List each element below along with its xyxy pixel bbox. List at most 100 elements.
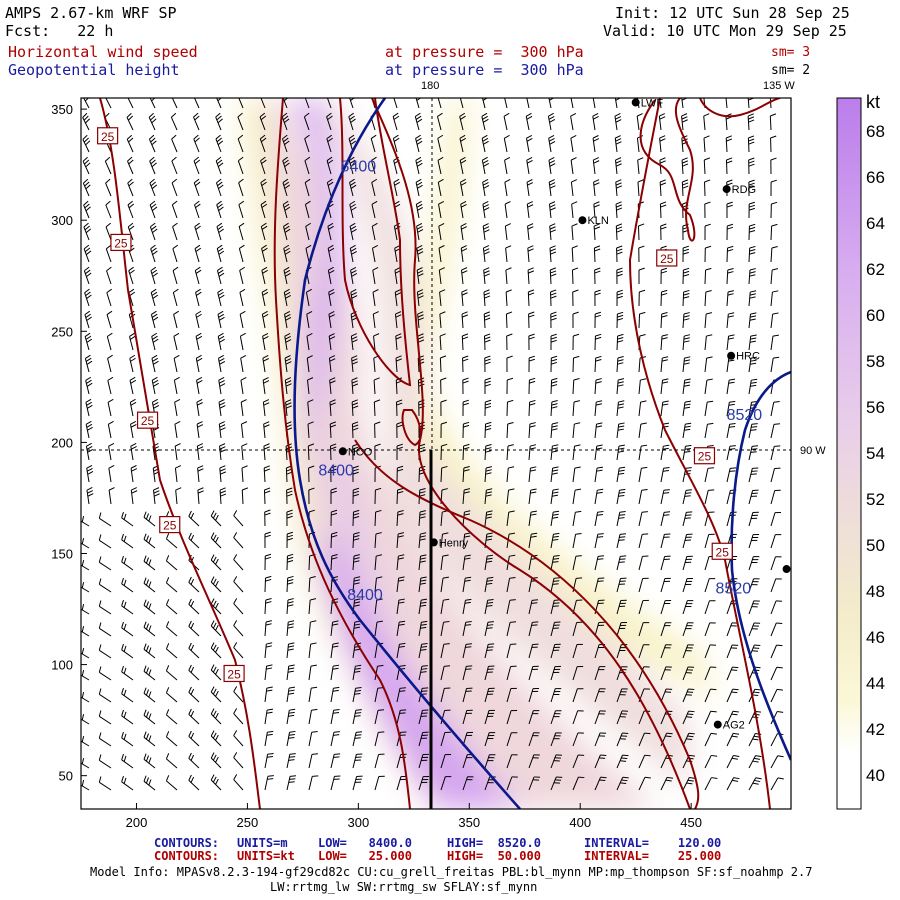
wind-barb [307, 377, 314, 395]
wind-barb [127, 222, 135, 241]
wind-barb [392, 134, 400, 153]
wind-barb [371, 222, 378, 241]
wind-barb [550, 710, 562, 725]
wind-barb [108, 465, 115, 483]
station-dot-henry [429, 538, 438, 547]
wind-barb [550, 377, 558, 395]
wind-barb [548, 179, 556, 197]
wind-barb [616, 754, 629, 769]
wind-barb [105, 244, 112, 263]
wind-barb [682, 600, 694, 615]
station-label-kln: KLN [587, 215, 608, 227]
wind-barb [594, 710, 606, 725]
wind-barb [748, 467, 759, 483]
wind-barb [129, 354, 136, 373]
wind-barb [219, 487, 227, 505]
wind-barb [616, 488, 626, 505]
wind-barb [215, 134, 224, 153]
wind-barb [330, 531, 338, 549]
wind-barb [210, 642, 222, 659]
station-label-henry: Henry [439, 537, 469, 549]
wind-barb [98, 776, 112, 791]
wind-barb [616, 311, 624, 329]
colorbar-label-44: 44 [866, 674, 885, 693]
wind-barb [374, 509, 382, 527]
wind-barb [304, 98, 310, 109]
wind-barb [349, 98, 355, 109]
wind-barbs [81, 98, 784, 791]
wind-barb [238, 222, 245, 241]
wind-barb [81, 712, 90, 725]
wind-barb [264, 775, 274, 791]
wind-barb [682, 334, 691, 351]
wind-barb [484, 377, 491, 395]
wind-barb [165, 621, 178, 637]
wind-barb [129, 376, 137, 395]
wind-barb [748, 378, 758, 395]
wind-barb [615, 157, 622, 175]
wind-barb [216, 266, 225, 285]
wind-barb [572, 776, 585, 791]
wind-barb [304, 134, 310, 153]
wind-contour-label: 25 [656, 249, 678, 267]
wind-barb [165, 709, 178, 725]
wind-barb [748, 179, 755, 197]
wind-barb [704, 245, 712, 263]
wind-barb [233, 510, 244, 527]
wind-barb [308, 576, 316, 593]
wind-barb [218, 376, 226, 395]
wind-barb [462, 687, 473, 703]
colorbar-label-42: 42 [866, 720, 885, 739]
wind-barb [304, 200, 311, 219]
field2-name: Geopotential height [8, 61, 180, 79]
station-label-lwf: LWF [641, 97, 664, 109]
wind-barb [459, 134, 467, 153]
wind-barb [352, 509, 360, 527]
wind-barb [105, 178, 112, 197]
wind-barb [308, 708, 318, 725]
wind-barb [506, 355, 513, 373]
wind-barb [748, 533, 760, 549]
wind-barb [528, 665, 539, 681]
wind-barb [286, 730, 296, 747]
wind-barb [130, 420, 137, 439]
wind-barb [484, 421, 492, 439]
footer-low-2: LOW= 25.000 [318, 849, 412, 863]
wind-barb [570, 112, 577, 131]
wind-barb [308, 664, 317, 681]
wind-barb [165, 643, 178, 659]
wind-barb [261, 266, 268, 285]
wind-barb [194, 222, 201, 241]
wind-barb [374, 532, 382, 549]
wind-barb [215, 178, 224, 197]
wind-barb [440, 576, 450, 593]
wind-barb [548, 134, 556, 153]
wind-barb [82, 156, 91, 175]
wind-barb [196, 443, 204, 461]
wind-barb [440, 421, 448, 439]
wind-barb [594, 267, 601, 285]
wind-barb [660, 489, 670, 505]
wind-barb [528, 599, 539, 615]
wind-barb [188, 598, 200, 615]
wind-barb [81, 646, 90, 659]
height-contour-8520 [730, 370, 791, 761]
wind-barb [233, 708, 244, 725]
wind-barb [240, 377, 247, 395]
wind-barb [704, 267, 712, 285]
wind-barb [616, 289, 623, 307]
wind-barb [352, 686, 362, 703]
wind-barb [484, 709, 495, 725]
wind-barb [527, 267, 535, 285]
wind-barb [327, 266, 335, 285]
wind-barb [286, 642, 295, 659]
wind-barb [572, 710, 584, 725]
wind-barb [747, 113, 755, 131]
wind-barb [726, 245, 734, 263]
wind-barb [348, 112, 356, 131]
wind-barb [770, 556, 782, 571]
wind-barb [282, 98, 289, 109]
wind-barb [682, 533, 693, 549]
wind-barb [171, 178, 178, 197]
wind-barb [264, 620, 272, 637]
